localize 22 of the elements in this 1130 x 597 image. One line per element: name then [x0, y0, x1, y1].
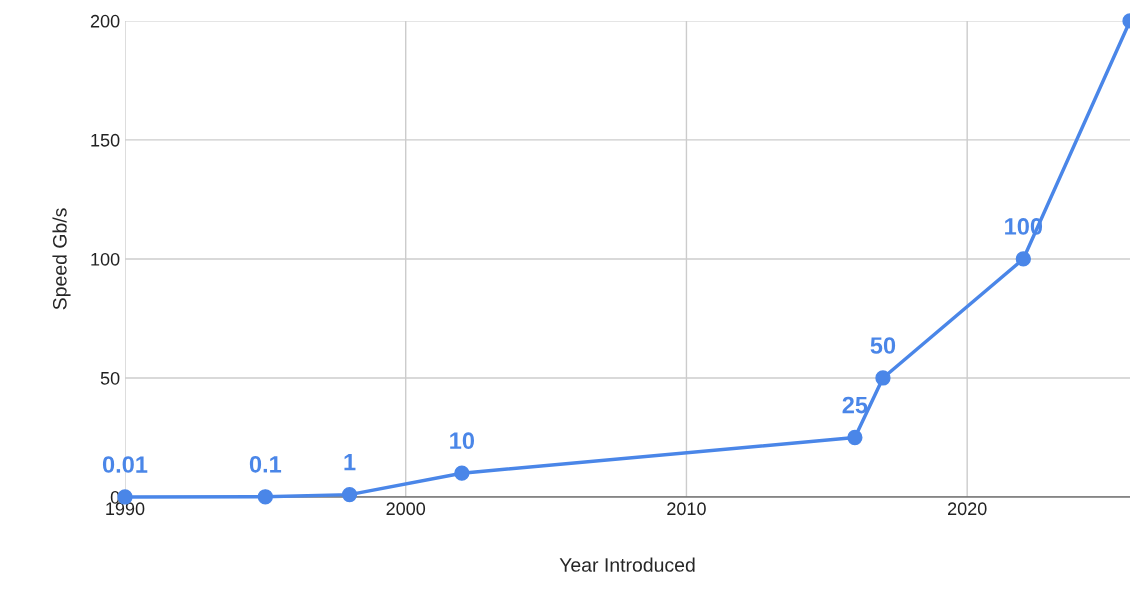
data-label: 10 — [450, 432, 475, 450]
x-tick-label: 1990 — [106, 502, 145, 516]
y-tick-label: 200 — [90, 14, 120, 28]
point — [341, 486, 358, 503]
point — [257, 489, 273, 505]
x-axis-title: Year Introduced — [559, 557, 695, 572]
x-tick-label: 2010 — [667, 502, 706, 516]
y-axis-title: Speed Gb/s — [52, 208, 71, 310]
x-tick-label: 2020 — [948, 502, 987, 516]
point — [875, 370, 891, 386]
y-tick-label: 50 — [100, 371, 120, 385]
data-label: 0.1 — [249, 455, 282, 473]
y-tick-label: 150 — [91, 133, 120, 147]
point — [1015, 251, 1031, 267]
data-label: 25 — [842, 396, 868, 414]
data-label: 0.01 — [102, 456, 148, 473]
data-label: 50 — [870, 337, 896, 354]
point — [847, 429, 863, 446]
point — [454, 465, 470, 481]
data-label: 1 — [344, 454, 356, 471]
y-tick-label: 100 — [91, 252, 120, 266]
x-tick-label: 2000 — [386, 502, 426, 516]
